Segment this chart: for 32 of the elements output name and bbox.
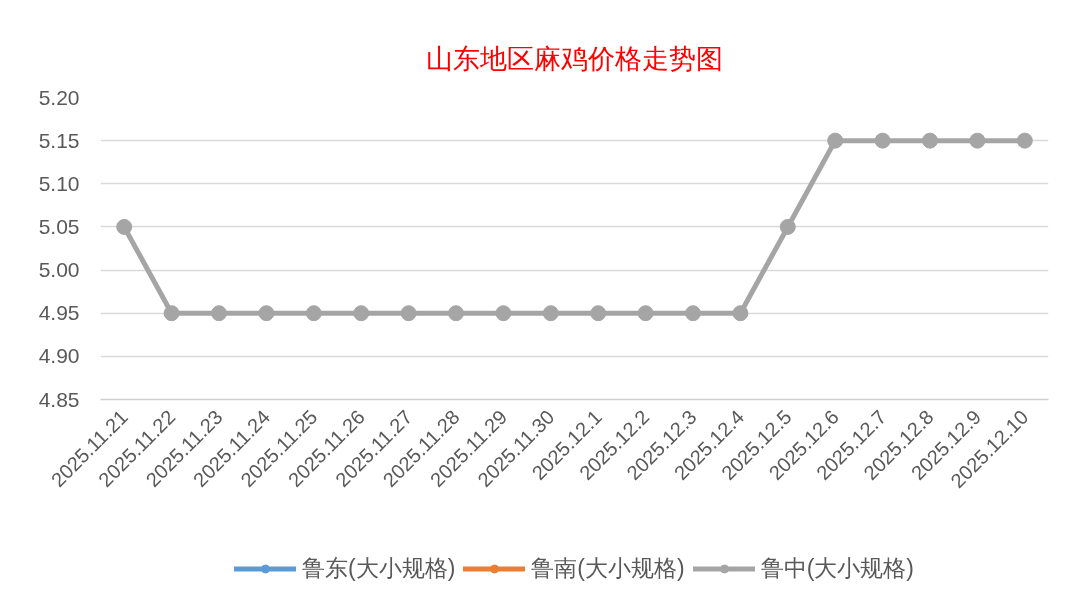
point xyxy=(685,305,701,322)
point xyxy=(305,305,322,322)
point xyxy=(542,305,559,322)
point xyxy=(163,305,180,322)
point xyxy=(874,132,891,149)
y-tick-label: 4.90 xyxy=(38,344,80,368)
point xyxy=(448,305,464,322)
point xyxy=(637,305,654,322)
point xyxy=(590,305,607,322)
y-tick-label: 5.15 xyxy=(38,128,80,152)
point xyxy=(732,305,749,322)
y-tick-label: 5.10 xyxy=(38,171,80,195)
y-tick-label: 4.85 xyxy=(38,387,80,411)
point xyxy=(116,218,133,235)
y-tick-label: 5.00 xyxy=(38,258,80,282)
point xyxy=(353,305,370,322)
point xyxy=(211,305,227,322)
point xyxy=(400,305,417,322)
legend-label: 鲁中(大小规格) xyxy=(760,553,914,583)
point xyxy=(1016,132,1033,149)
point xyxy=(495,305,512,322)
point xyxy=(258,305,275,322)
legend-label: 鲁南(大小规格) xyxy=(531,553,685,583)
y-tick-label: 5.05 xyxy=(38,214,80,238)
point xyxy=(922,132,938,149)
point xyxy=(969,132,986,149)
point xyxy=(779,218,796,235)
legend-label: 鲁东(大小规格) xyxy=(302,553,456,583)
y-tick-label: 4.95 xyxy=(38,301,80,325)
point xyxy=(827,132,844,149)
chart-title: 山东地区麻鸡价格走势图 xyxy=(426,43,723,74)
y-tick-label: 5.20 xyxy=(38,85,80,109)
